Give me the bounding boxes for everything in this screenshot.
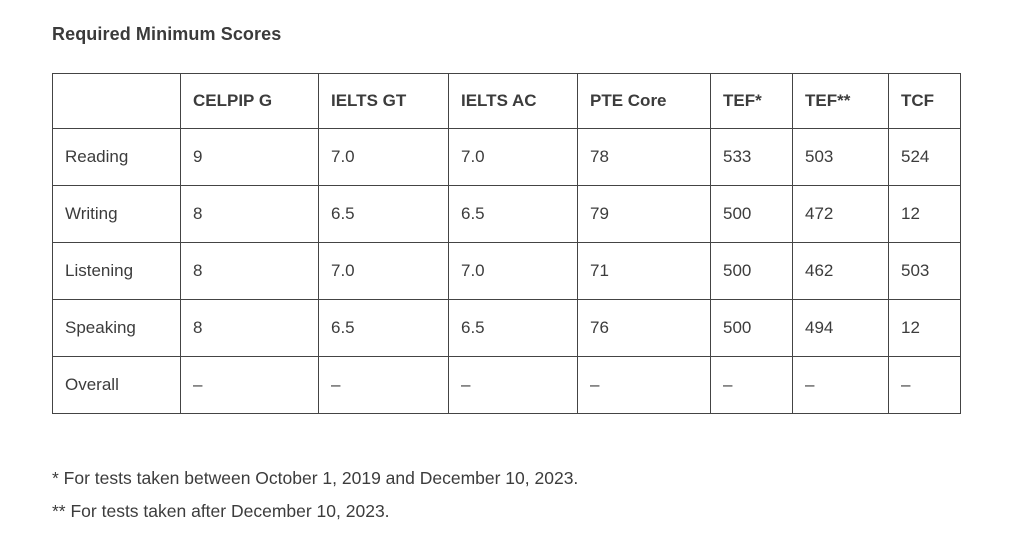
header-cell-tef-2: TEF**: [792, 73, 889, 129]
required-minimum-scores-table: CELPIP G IELTS GT IELTS AC PTE Core TEF*…: [52, 73, 961, 414]
table-cell: –: [792, 356, 889, 414]
table-cell: 533: [710, 128, 793, 186]
table-cell: 9: [180, 128, 319, 186]
table-cell: 500: [710, 242, 793, 300]
table-cell: 71: [577, 242, 711, 300]
table-cell: 500: [710, 299, 793, 357]
table-cell: 8: [180, 242, 319, 300]
header-cell-ielts-gt: IELTS GT: [318, 73, 449, 129]
table-cell: 7.0: [318, 128, 449, 186]
table-cell: 503: [888, 242, 961, 300]
table-cell: 503: [792, 128, 889, 186]
table-cell: 6.5: [318, 185, 449, 243]
table-cell: –: [448, 356, 578, 414]
table-cell: –: [888, 356, 961, 414]
table-cell: 500: [710, 185, 793, 243]
header-cell-celpip-g: CELPIP G: [180, 73, 319, 129]
table-cell: 524: [888, 128, 961, 186]
table-cell: –: [577, 356, 711, 414]
table-cell: 6.5: [448, 299, 578, 357]
table-cell: 8: [180, 185, 319, 243]
page-title: Required Minimum Scores: [52, 24, 282, 44]
row-label-listening: Listening: [52, 242, 181, 300]
page-container: Required Minimum Scores CELPIP G IELTS G…: [52, 24, 1024, 528]
table-cell: 494: [792, 299, 889, 357]
table-cell: 472: [792, 185, 889, 243]
header-cell-tef-1: TEF*: [710, 73, 793, 129]
table-row-reading: Reading 9 7.0 7.0 78 533 503 524: [52, 128, 961, 186]
table-header-row: CELPIP G IELTS GT IELTS AC PTE Core TEF*…: [52, 73, 961, 129]
table-cell: –: [180, 356, 319, 414]
header-cell-tcf: TCF: [888, 73, 961, 129]
row-label-speaking: Speaking: [52, 299, 181, 357]
table-row-listening: Listening 8 7.0 7.0 71 500 462 503: [52, 242, 961, 300]
table-cell: 78: [577, 128, 711, 186]
footnote-tef-1: * For tests taken between October 1, 201…: [52, 468, 579, 488]
table-row-speaking: Speaking 8 6.5 6.5 76 500 494 12: [52, 299, 961, 357]
table-cell: 7.0: [318, 242, 449, 300]
footnote-tef-2: ** For tests taken after December 10, 20…: [52, 501, 390, 521]
table-cell: 12: [888, 185, 961, 243]
table-cell: 462: [792, 242, 889, 300]
header-cell-pte-core: PTE Core: [577, 73, 711, 129]
table-cell: –: [318, 356, 449, 414]
table-cell: 7.0: [448, 242, 578, 300]
table-cell: –: [710, 356, 793, 414]
table-cell: 76: [577, 299, 711, 357]
table-cell: 7.0: [448, 128, 578, 186]
footnotes: * For tests taken between October 1, 201…: [52, 462, 1024, 528]
table-cell: 6.5: [448, 185, 578, 243]
table-cell: 79: [577, 185, 711, 243]
table-cell: 12: [888, 299, 961, 357]
table-row-overall: Overall – – – – – – –: [52, 356, 961, 414]
row-label-writing: Writing: [52, 185, 181, 243]
table-cell: 8: [180, 299, 319, 357]
header-cell-ielts-ac: IELTS AC: [448, 73, 578, 129]
row-label-overall: Overall: [52, 356, 181, 414]
row-label-reading: Reading: [52, 128, 181, 186]
table-row-writing: Writing 8 6.5 6.5 79 500 472 12: [52, 185, 961, 243]
table-cell: 6.5: [318, 299, 449, 357]
header-cell-empty: [52, 73, 181, 129]
